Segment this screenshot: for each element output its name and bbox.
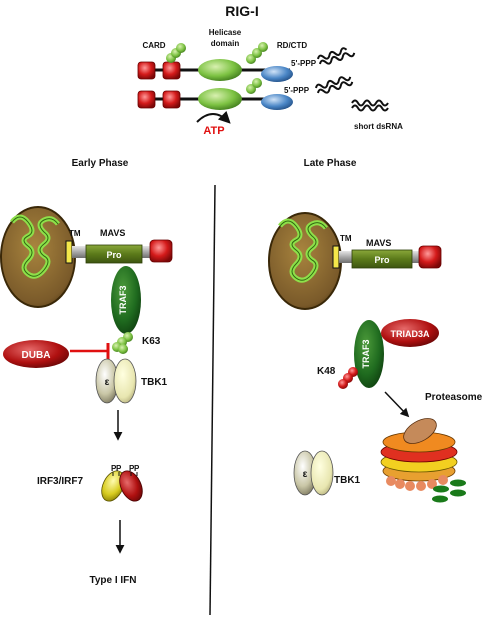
ubiquitin-chain-1c: [176, 43, 186, 53]
ubiquitin-rd-2b: [252, 78, 262, 88]
k48-ubiquitin-3: [338, 379, 348, 389]
peptide-3: [405, 481, 415, 491]
triad3a-label: TRIAD3A: [390, 329, 430, 339]
k63-ubiquitin-4: [118, 344, 128, 354]
late-phase-heading: Late Phase: [304, 158, 357, 169]
k48-label: K48: [317, 366, 336, 377]
late-tm-domain: [333, 246, 339, 268]
early-epsilon-label: ε: [105, 377, 110, 388]
late-mavs-label: MAVS: [366, 238, 391, 248]
early-pro-label: Pro: [106, 250, 122, 260]
ubiquitin-rd-1c: [258, 42, 268, 52]
degraded-fragment-1: [433, 486, 449, 493]
card-domain-1a: [138, 62, 155, 79]
late-mitochondrion: [269, 213, 341, 309]
late-tbk1: [311, 451, 333, 495]
early-mavs-card: [150, 240, 172, 262]
ppp-top-label: 5'-PPP: [291, 59, 317, 68]
k63-label: K63: [142, 336, 161, 347]
helicase-label-2: domain: [211, 39, 240, 48]
peptide-6: [438, 475, 448, 485]
degraded-fragment-4: [450, 490, 466, 497]
traf3-to-proteasome-arrow: [385, 392, 408, 416]
short-dsrna-strand-2: [352, 106, 388, 111]
early-mitochondrion: [1, 207, 75, 307]
peptide-1: [386, 476, 396, 486]
rd-ctd-domain-1: [261, 66, 293, 82]
type-i-ifn-label: Type I IFN: [89, 575, 136, 586]
rigi-molecule-open: 5'-PPP: [138, 42, 355, 82]
card-domain-2b: [163, 91, 180, 108]
card-domain-1b: [163, 62, 180, 79]
proteasome-complex: [381, 413, 457, 491]
early-traf3-label: TRAF3: [118, 286, 128, 315]
helicase-label-1: Helicase: [209, 28, 242, 37]
degraded-fragment-3: [432, 496, 448, 503]
irf3-phospho-2: P: [116, 464, 122, 473]
late-traf3-label: TRAF3: [361, 340, 371, 369]
late-epsilon-label: ε: [303, 469, 308, 480]
phase-divider: [210, 185, 215, 615]
late-pro-label: Pro: [374, 255, 390, 265]
card-label: CARD: [142, 41, 165, 50]
irf-label: IRF3/IRF7: [37, 476, 84, 487]
degraded-fragment-2: [450, 480, 466, 487]
rd-ctd-domain-2: [261, 94, 293, 110]
early-tm-label: TM: [69, 229, 81, 238]
duba-label: DUBA: [22, 350, 51, 361]
ppp-bottom-label: 5'-PPP: [284, 86, 310, 95]
helicase-domain-1: [198, 59, 242, 81]
atp-hydrolysis-arrow: [197, 114, 229, 122]
early-phase-heading: Early Phase: [72, 158, 129, 169]
atp-label: ATP: [203, 125, 224, 137]
peptide-2: [395, 479, 405, 489]
late-tm-label: TM: [340, 234, 352, 243]
irf7-phospho-2: P: [134, 464, 140, 473]
early-tm-domain: [66, 241, 72, 263]
early-tbk1: [114, 359, 136, 403]
rigi-title: RIG-I: [225, 3, 258, 19]
short-dsrna-strand-1: [352, 101, 388, 106]
early-tbk1-label: TBK1: [141, 377, 168, 388]
card-domain-2a: [138, 91, 155, 108]
late-tbk1-label: TBK1: [334, 475, 361, 486]
early-mavs-label: MAVS: [100, 228, 125, 238]
helicase-domain-2: [198, 88, 242, 110]
rd-ctd-label: RD/CTD: [277, 41, 307, 50]
late-mitochondrion-outer: [269, 213, 341, 309]
short-dsrna-label: short dsRNA: [354, 122, 403, 131]
short-dsrna: short dsRNA: [352, 101, 403, 132]
late-mavs-card: [419, 246, 441, 268]
rigi-molecule-closed: 5'-PPP ATP: [138, 74, 353, 137]
peptide-4: [416, 481, 426, 491]
proteasome-label: Proteasome: [425, 392, 483, 403]
